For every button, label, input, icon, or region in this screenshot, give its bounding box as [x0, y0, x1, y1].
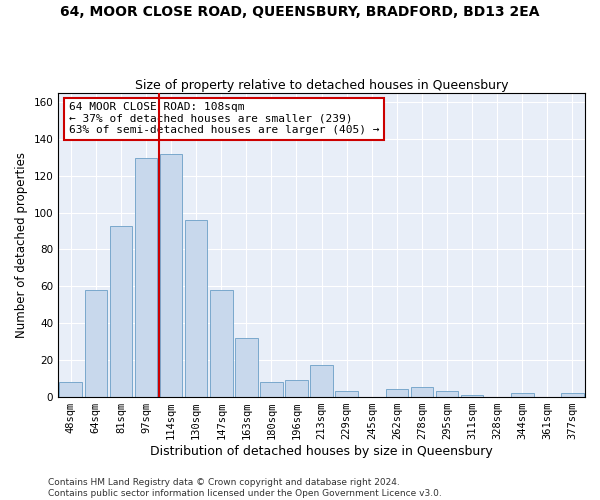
Bar	[410, 388, 433, 396]
Bar	[85, 290, 107, 397]
Bar	[59, 382, 82, 396]
Bar	[285, 380, 308, 396]
Bar	[561, 393, 584, 396]
Bar	[436, 391, 458, 396]
Bar	[260, 382, 283, 396]
Bar	[235, 338, 257, 396]
Text: 64 MOOR CLOSE ROAD: 108sqm
← 37% of detached houses are smaller (239)
63% of sem: 64 MOOR CLOSE ROAD: 108sqm ← 37% of deta…	[69, 102, 379, 136]
Title: Size of property relative to detached houses in Queensbury: Size of property relative to detached ho…	[135, 79, 508, 92]
Bar	[511, 393, 533, 396]
Text: 64, MOOR CLOSE ROAD, QUEENSBURY, BRADFORD, BD13 2EA: 64, MOOR CLOSE ROAD, QUEENSBURY, BRADFOR…	[60, 5, 540, 19]
Bar	[134, 158, 157, 396]
Text: Contains HM Land Registry data © Crown copyright and database right 2024.
Contai: Contains HM Land Registry data © Crown c…	[48, 478, 442, 498]
Bar	[210, 290, 233, 397]
X-axis label: Distribution of detached houses by size in Queensbury: Distribution of detached houses by size …	[150, 444, 493, 458]
Bar	[185, 220, 208, 396]
Bar	[335, 391, 358, 396]
Bar	[160, 154, 182, 396]
Bar	[110, 226, 132, 396]
Bar	[310, 366, 333, 396]
Bar	[461, 394, 484, 396]
Bar	[386, 389, 408, 396]
Y-axis label: Number of detached properties: Number of detached properties	[15, 152, 28, 338]
